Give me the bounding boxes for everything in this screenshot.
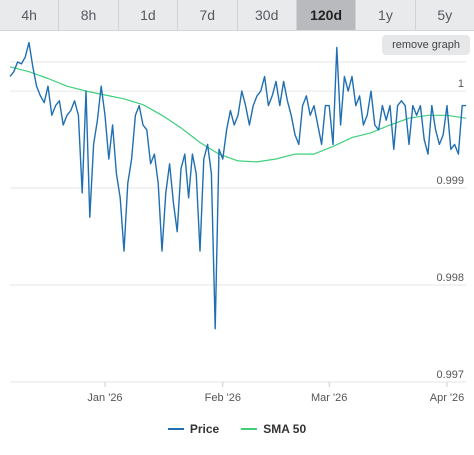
tab-30d[interactable]: 30d [238,0,297,30]
time-range-tabs: 4h 8h 1d 7d 30d 120d 1y 5y [0,0,474,31]
tab-120d[interactable]: 120d [296,0,357,30]
y-axis-tick-labels: 1 0.999 0.998 0.997 [436,78,464,381]
series-lines [9,41,467,330]
legend-label: SMA 50 [263,422,307,436]
price-series-line [9,41,466,330]
chart-legend: Price SMA 50 [0,418,474,440]
y-tick-label: 0.997 [436,369,464,381]
x-tick-label: Apr '26 [430,392,465,404]
legend-label: Price [189,422,220,436]
tab-4h[interactable]: 4h [0,0,60,30]
x-tick-label: Feb '26 [205,392,241,404]
tab-5y[interactable]: 5y [437,7,453,23]
y-tick-label: 0.999 [436,175,464,187]
remove-graph-button[interactable]: remove graph [382,35,470,55]
grid-lines [10,61,466,383]
tab-7d[interactable]: 7d [178,0,238,30]
tab-1d[interactable]: 1d [119,0,179,30]
legend-swatch [241,428,258,430]
x-tick-label: Mar '26 [311,392,347,404]
legend-item-price[interactable]: Price [167,422,220,436]
legend-swatch [167,428,184,430]
legend-item-sma50[interactable]: SMA 50 [241,422,306,436]
y-tick-label: 1 [458,78,464,90]
tab-8h[interactable]: 8h [59,0,119,30]
y-tick-label: 0.998 [436,272,464,284]
tab-1y[interactable]: 1y [356,0,416,30]
x-tick-label: Jan '26 [87,392,122,404]
x-axis-tick-labels: Jan '26 Feb '26 Mar '26 Apr '26 [87,382,464,404]
